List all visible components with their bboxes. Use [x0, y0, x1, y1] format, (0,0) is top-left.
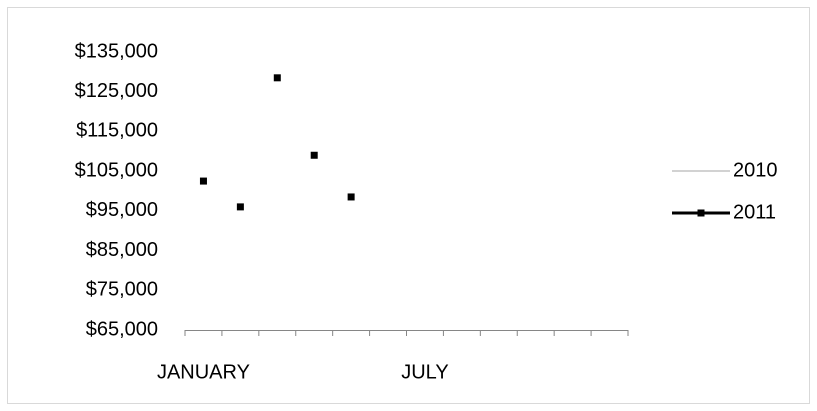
y-tick-label: $85,000 [86, 239, 158, 261]
y-tick-label: $95,000 [86, 199, 158, 221]
marker [199, 177, 207, 185]
marker [310, 151, 318, 159]
legend-marker [697, 209, 705, 217]
marker [347, 193, 355, 201]
y-tick-label: $135,000 [75, 40, 158, 62]
y-tick-label: $75,000 [86, 279, 158, 301]
chart-border [7, 7, 810, 404]
y-tick-label: $105,000 [75, 159, 158, 181]
marker [236, 203, 244, 211]
y-tick-label: $65,000 [86, 318, 158, 340]
x-tick-label: JANUARY [157, 361, 250, 383]
y-tick-label: $115,000 [76, 120, 158, 142]
x-tick-label: JULY [401, 361, 448, 383]
y-tick-label: $125,000 [75, 80, 158, 102]
legend-label: 2010 [733, 159, 778, 181]
marker [273, 74, 281, 82]
legend-label: 2011 [733, 201, 776, 223]
